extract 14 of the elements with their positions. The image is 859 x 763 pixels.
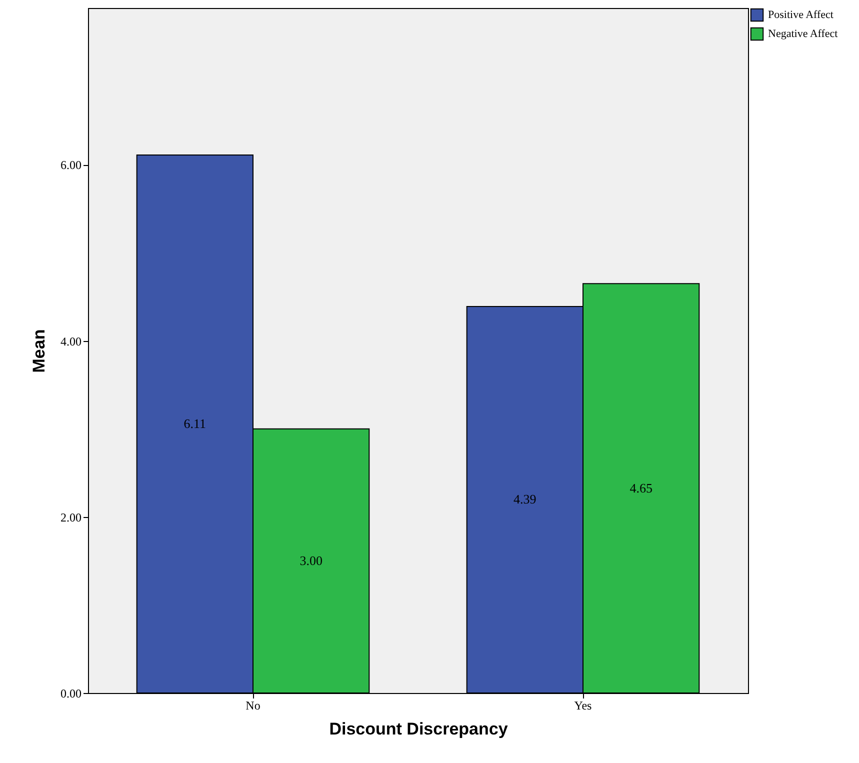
y-tick-label: 2.00 <box>60 510 82 524</box>
y-tick-label: 6.00 <box>60 158 82 172</box>
data-label: 3.00 <box>300 552 322 568</box>
legend-label: Positive Affect <box>768 9 834 21</box>
data-label: 4.39 <box>514 492 536 507</box>
x-tick-label: No <box>246 698 260 712</box>
y-tick-label: 0.00 <box>60 686 82 700</box>
x-tick-label: Yes <box>574 698 592 712</box>
y-tick-label: 4.00 <box>60 334 82 348</box>
x-axis-title: Discount Discrepancy <box>329 720 508 738</box>
data-label: 6.11 <box>184 416 206 432</box>
legend-label: Negative Affect <box>768 28 838 40</box>
data-label: 4.65 <box>630 480 652 496</box>
y-axis-title: Mean <box>30 329 48 373</box>
